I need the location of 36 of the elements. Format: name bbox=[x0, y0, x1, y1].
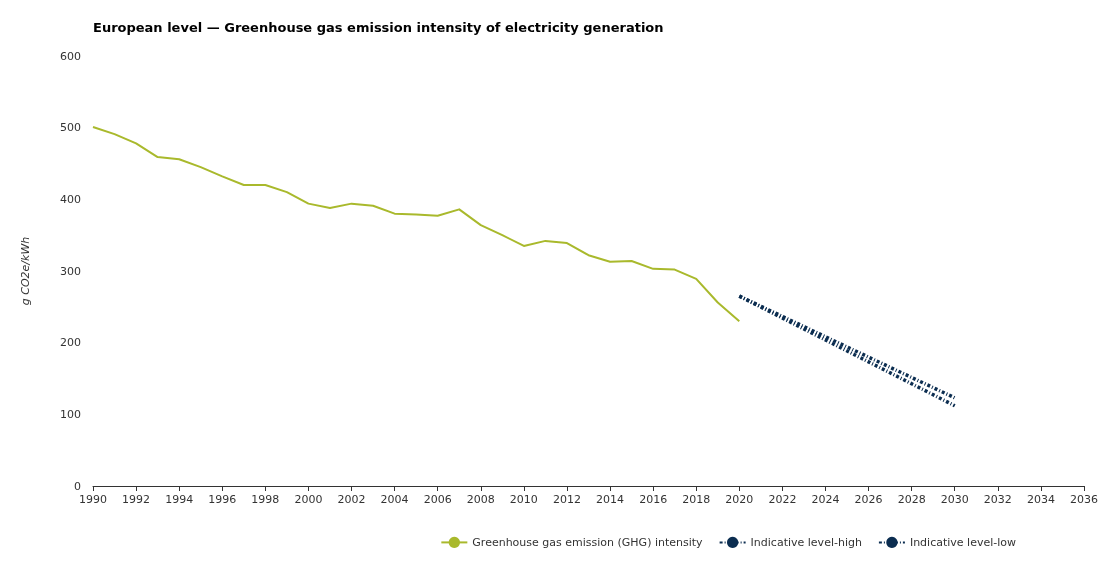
x-tick-label: 2012 bbox=[552, 493, 581, 506]
y-tick-label: 100 bbox=[60, 407, 81, 421]
x-tick-label: 2002 bbox=[337, 493, 366, 506]
y-tick-label: 0 bbox=[74, 479, 81, 493]
x-tick-label: 2018 bbox=[682, 493, 711, 506]
legend-label: Indicative level-low bbox=[909, 535, 1017, 549]
y-axis-title: g CO2e/kWh bbox=[19, 236, 32, 306]
x-tick-label: 2024 bbox=[811, 493, 840, 506]
x-tick-label: 1994 bbox=[165, 493, 194, 506]
chart-title: European level — Greenhouse gas emission intensity of electricity generation bbox=[93, 20, 664, 35]
x-tick-label: 2008 bbox=[466, 493, 495, 506]
x-tick-label: 2030 bbox=[940, 493, 969, 506]
x-tick-label: 1990 bbox=[79, 493, 107, 506]
x-tick-label: 2020 bbox=[725, 493, 754, 506]
x-tick-label: 2004 bbox=[380, 493, 409, 506]
y-tick-label: 300 bbox=[60, 264, 81, 278]
x-tick-label: 2000 bbox=[294, 493, 323, 506]
y-tick-label: 500 bbox=[60, 121, 81, 135]
legend-label: Indicative level-high bbox=[750, 535, 862, 549]
x-tick-label: 2032 bbox=[983, 493, 1012, 506]
x-tick-label: 2026 bbox=[854, 493, 883, 506]
x-tick-label: 2028 bbox=[897, 493, 926, 506]
x-tick-label: 2022 bbox=[768, 493, 797, 506]
y-tick-label: 400 bbox=[60, 192, 81, 206]
x-tick-label: 2036 bbox=[1070, 493, 1098, 506]
x-tick-label: 1998 bbox=[251, 493, 280, 506]
x-tick-label: 2016 bbox=[639, 493, 668, 506]
x-tick-label: 1992 bbox=[122, 493, 151, 506]
x-tick-label: 2006 bbox=[423, 493, 452, 506]
y-tick-label: 200 bbox=[60, 336, 81, 350]
x-tick-label: 2034 bbox=[1026, 493, 1055, 506]
y-tick-label: 600 bbox=[60, 49, 81, 63]
x-tick-label: 1996 bbox=[208, 493, 237, 506]
legend-label: Greenhouse gas emission (GHG) intensity bbox=[472, 535, 704, 549]
x-tick-label: 2014 bbox=[596, 493, 625, 506]
x-tick-label: 2010 bbox=[509, 493, 538, 506]
